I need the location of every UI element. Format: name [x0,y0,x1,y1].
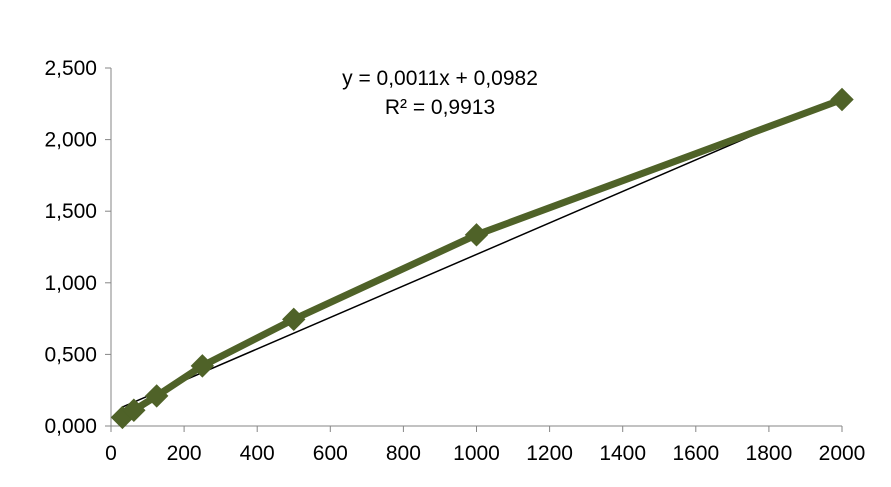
data-point-marker [830,87,854,112]
y-tick-label: 0,000 [44,415,97,438]
x-tick-label: 200 [167,442,202,465]
trendline-equation: y = 0,0011x + 0,0982 R² = 0,9913 [342,67,538,119]
x-tick-label: 600 [313,442,348,465]
trendline [122,96,843,408]
data-point-marker [144,384,169,408]
y-tick-label: 2,000 [44,129,97,152]
y-tick-label: 0,500 [44,343,97,366]
x-tick-label: 2000 [819,442,866,465]
x-tick-label: 1200 [526,442,573,465]
y-tick-label: 1,000 [44,272,97,295]
data-point-marker [282,307,306,332]
x-tick-label: 1000 [453,442,500,465]
data-point-marker [464,223,489,247]
y-tick-label: 1,500 [44,200,97,223]
trendline-group [122,96,843,408]
data-point-marker [190,354,215,378]
x-axis-ticks: 0 200 400 600 800 1000 1200 1400 1600 1800 2000 [105,426,865,465]
x-tick-label: 1800 [746,442,793,465]
trendline-equation-label: y = 0,0011x + 0,0982 [342,67,538,90]
x-tick-label: 0 [105,442,117,465]
x-tick-label: 1400 [599,442,646,465]
data-point-marker [122,398,146,422]
x-tick-label: 800 [386,442,421,465]
series-group [110,87,854,430]
trendline-r2-label: R² = 0,9913 [385,96,495,119]
x-tick-label: 1600 [672,442,719,465]
x-tick-label: 400 [240,442,275,465]
series-line [118,96,846,421]
chart-axes [110,68,842,427]
y-tick-label: 2,500 [44,57,97,80]
y-axis-ticks: 0,000 0,500 1,000 1,500 2,000 2,500 [44,57,111,438]
